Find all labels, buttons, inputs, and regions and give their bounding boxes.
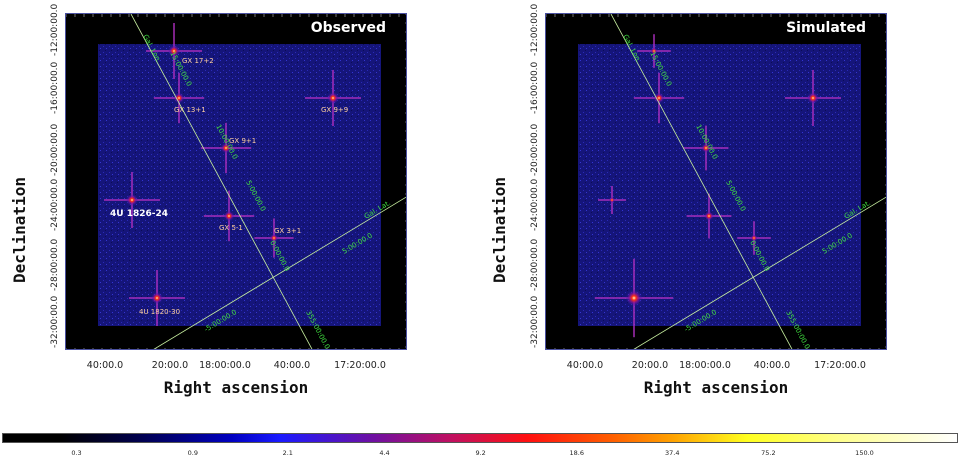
- y-tick-label: -16:00:00.0: [50, 61, 60, 114]
- colorbar-tick-label: 75.2: [761, 449, 776, 457]
- x-ray-source: [609, 197, 615, 203]
- colorbar-tick-label: 9.2: [475, 449, 486, 457]
- colorbar: [2, 433, 958, 443]
- x-ray-source: [653, 92, 665, 104]
- y-tick-label: -24:00:00.0: [50, 178, 60, 231]
- y-tick-label: -20:00:00.0: [50, 123, 60, 176]
- y-tick-label: -24:00:00.0: [530, 178, 540, 231]
- colorbar-tick-label: 0.9: [187, 449, 199, 457]
- x-tick-label: 20:00.0: [631, 360, 669, 371]
- exposure-field: [98, 44, 381, 326]
- x-ray-source: [126, 194, 138, 206]
- x-tick-label: 17:20:00.0: [814, 360, 866, 371]
- y-tick-label: -12:00:00.0: [50, 3, 60, 56]
- colorbar-tick-label: 4.4: [379, 449, 390, 457]
- gal-lat-line: [633, 196, 886, 349]
- colorbar-tick-label: 37.4: [664, 449, 680, 457]
- source-label: 4U 1820-30: [139, 308, 180, 316]
- x-ray-source: [151, 292, 163, 304]
- colorbar-tick-label: 18.6: [569, 449, 584, 457]
- x-ray-source: [223, 210, 235, 222]
- panel-title: Observed: [310, 20, 386, 36]
- source-label: GX 13+1: [174, 106, 206, 114]
- x-tick-label: 40:00.0: [566, 360, 604, 371]
- gal-lon-line: [610, 14, 793, 349]
- source-label: 4U 1826-24: [110, 209, 168, 219]
- colorbar-tick-label: 0.3: [71, 449, 82, 457]
- y-axis-label: Declination: [10, 177, 29, 283]
- x-ray-source: [168, 45, 180, 57]
- panel-title: Simulated: [786, 20, 866, 36]
- y-tick-label: -20:00:00.0: [530, 123, 540, 176]
- gal-lat-line: [153, 196, 406, 349]
- x-ray-source: [269, 233, 279, 243]
- y-tick-label: -12:00:00.0: [530, 3, 540, 56]
- x-axis-label: Right ascension: [163, 378, 309, 397]
- x-ray-source: [220, 142, 232, 154]
- source-label: GX 17+2: [182, 57, 214, 65]
- source-label: GX 9+9: [321, 106, 348, 114]
- exposure-field: [578, 44, 861, 326]
- source-label: GX 3+1: [274, 227, 301, 235]
- x-axis-label: Right ascension: [643, 378, 789, 397]
- x-ray-source: [173, 92, 185, 104]
- x-ray-source: [807, 92, 819, 104]
- y-tick-label: -28:00:00.0: [530, 238, 540, 291]
- x-ray-source: [701, 143, 711, 153]
- gal-lon-line: [130, 14, 313, 349]
- panel-observed: GX 17+2 GX 13+1 GX 9+9 GX 9+1 4U 1826-24 GX 5…: [0, 0, 480, 420]
- y-axis-label: Declination: [490, 177, 509, 283]
- x-ray-source: [327, 92, 339, 104]
- source-label: GX 5-1: [219, 224, 243, 232]
- x-ray-source: [704, 211, 714, 221]
- y-tick-label: -16:00:00.0: [530, 61, 540, 114]
- x-ray-source: [650, 47, 658, 55]
- x-tick-label: 18:00:00.0: [679, 360, 731, 371]
- y-tick-label: -28:00:00.0: [50, 238, 60, 291]
- x-tick-label: 40:00.0: [753, 360, 791, 371]
- x-tick-label: 18:00:00.0: [199, 360, 251, 371]
- x-tick-label: 40:00.0: [273, 360, 311, 371]
- x-ray-source: [625, 289, 643, 307]
- colorbar-tick-label: 2.1: [282, 449, 293, 457]
- panel-simulated: Gal. Lon. 15:00:00.0 10:00:00.0 5:00:00.0 0:…: [480, 0, 960, 420]
- x-ray-source: [750, 234, 758, 242]
- y-tick-label: -32:00:00.0: [50, 295, 60, 348]
- source-label: GX 9+1: [229, 137, 256, 145]
- colorbar-tick-label: 150.0: [855, 449, 874, 457]
- sky-image: Gal. Lon. 15:00:00.0 10:00:00.0 5:00:00.0 0:…: [545, 13, 887, 350]
- sky-image: GX 17+2 GX 13+1 GX 9+9 GX 9+1 4U 1826-24 GX 5…: [65, 13, 407, 350]
- x-tick-label: 17:20:00.0: [334, 360, 386, 371]
- y-tick-label: -32:00:00.0: [530, 295, 540, 348]
- x-tick-label: 40:00.0: [86, 360, 124, 371]
- x-tick-label: 20:00.0: [151, 360, 189, 371]
